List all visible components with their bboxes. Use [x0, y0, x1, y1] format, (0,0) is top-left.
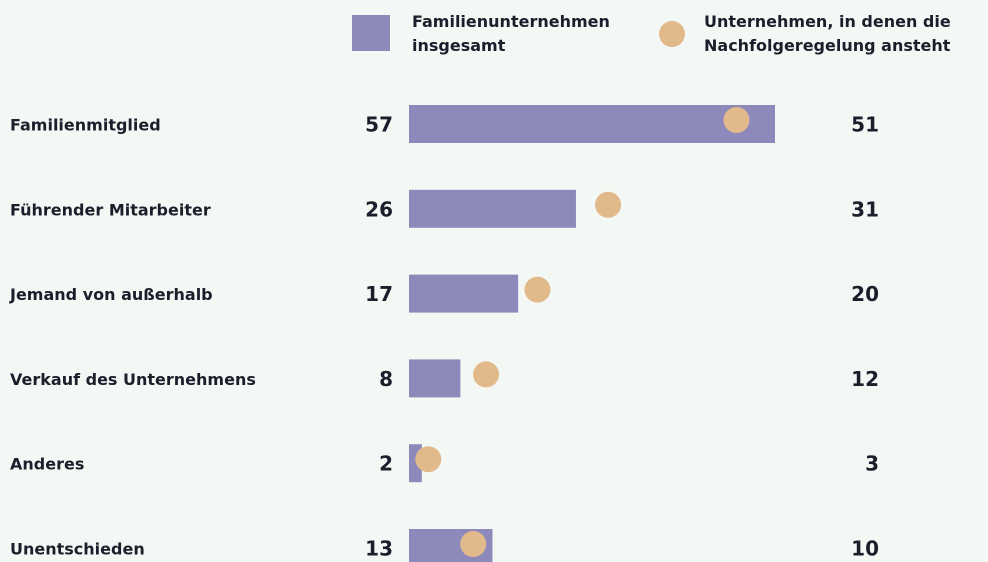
category-label: Anderes [10, 455, 84, 474]
value-label: 13 [365, 537, 393, 561]
value-label: 10 [851, 537, 879, 561]
dot [595, 191, 622, 218]
value-label: 20 [851, 282, 879, 306]
bar [409, 189, 576, 228]
bar [409, 359, 461, 398]
dot [524, 276, 551, 303]
value-label: 17 [365, 282, 393, 306]
category-label: Familienmitglied [10, 116, 161, 135]
value-label: 26 [365, 197, 393, 221]
value-label: 12 [851, 367, 879, 391]
value-label: 8 [379, 367, 393, 391]
dot [723, 107, 750, 133]
dot [460, 531, 487, 557]
value-label: 31 [851, 197, 879, 221]
dot [415, 446, 442, 473]
category-label: Unentschieden [10, 540, 145, 559]
category-label: Führender Mitarbeiter [10, 200, 211, 219]
category-label: Verkauf des Unternehmens [10, 370, 256, 389]
value-label: 3 [865, 452, 879, 476]
value-label: 51 [851, 113, 879, 137]
bar [409, 105, 775, 143]
legend-label: Familienunternehmen insgesamt [412, 12, 610, 55]
legend-label: Unternehmen, in denen die Nachfolgeregel… [704, 12, 951, 55]
legend-swatch [659, 21, 685, 47]
value-label: 57 [365, 113, 393, 137]
dot [473, 361, 500, 388]
legend-swatch [352, 15, 390, 51]
bar [409, 274, 519, 313]
category-label: Jemand von außerhalb [9, 285, 213, 304]
value-label: 2 [379, 452, 393, 476]
